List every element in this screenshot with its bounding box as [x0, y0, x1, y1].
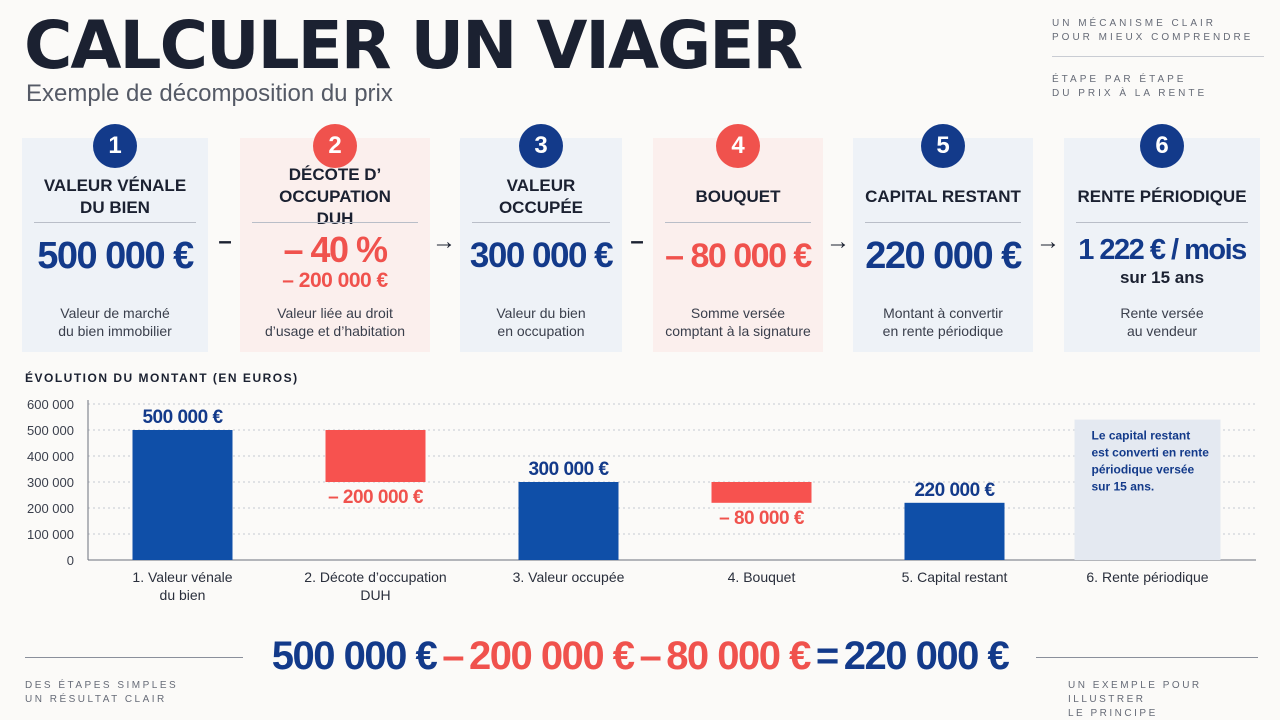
step-title: VALEUR VÉNALE DU BIEN — [43, 176, 187, 217]
step-divider — [865, 222, 1021, 223]
equation-equals: = — [815, 634, 839, 678]
x-tick-label: 6. Rente périodique — [1086, 569, 1208, 585]
equation-term-2: 200 000 € — [468, 634, 635, 678]
step-description: Rente versée au vendeur — [1120, 305, 1204, 339]
step-value: – 80 000 € — [665, 237, 812, 275]
equation-operator-1: – — [442, 634, 464, 678]
y-tick-label: 400 000 — [27, 449, 74, 464]
step-subvalue: – 200 000 € — [282, 269, 388, 292]
top-right-divider — [1052, 56, 1264, 57]
top-right-note-1: UN MÉCANISME CLAIR POUR MIEUX COMPRENDRE — [1052, 18, 1254, 43]
step-number-badge: 2 — [313, 124, 357, 168]
note-box — [1074, 419, 1221, 560]
step-title: VALEUR OCCUPÉE — [498, 176, 584, 217]
step-card-6: 6 RENTE PÉRIODIQUE 1 222 € / mois sur 15… — [1064, 124, 1260, 352]
note-text: sur 15 ans. — [1092, 480, 1155, 494]
equation-operator-2: – — [639, 634, 661, 678]
y-tick-label: 300 000 — [27, 475, 74, 490]
arrow-right-icon: → — [432, 228, 456, 255]
step-value: – 40 % — [283, 229, 388, 270]
x-tick-label: du bien — [160, 587, 206, 603]
step-description: Montant à convertir en rente périodique — [882, 305, 1004, 339]
step-card-3: 3 VALEUR OCCUPÉE 300 000 € Valeur du bie… — [460, 124, 622, 352]
page-subtitle: Exemple de décomposition du prix — [26, 80, 393, 107]
bar — [325, 430, 426, 482]
bar — [132, 430, 233, 560]
data-label: 300 000 € — [528, 459, 609, 480]
minus-operator: – — [218, 228, 232, 255]
step-divider — [1076, 222, 1248, 223]
y-tick-label: 500 000 — [27, 423, 74, 438]
step-divider — [252, 222, 418, 223]
waterfall-chart: 0 100 000 200 000 300 000 400 000 500 000 600 … — [27, 397, 1256, 603]
bar — [904, 502, 1005, 560]
step-number-badge: 5 — [921, 124, 965, 168]
step-description: Valeur de marché du bien immobilier — [58, 305, 172, 339]
data-label: – 200 000 € — [328, 487, 424, 508]
step-value: 500 000 € — [37, 235, 194, 277]
step-number-badge: 3 — [519, 124, 563, 168]
step-description: Somme versée comptant à la signature — [665, 305, 811, 339]
bottom-right-divider — [1036, 657, 1258, 658]
step-value: 1 222 € / mois — [1078, 234, 1247, 266]
top-right-note-2: ÉTAPE PAR ÉTAPE DU PRIX À LA RENTE — [1052, 74, 1208, 99]
step-title: BOUQUET — [695, 187, 781, 206]
step-card-5: 5 CAPITAL RESTANT 220 000 € Montant à co… — [853, 124, 1033, 352]
step-title: CAPITAL RESTANT — [865, 187, 1021, 206]
x-tick-label: DUH — [360, 587, 390, 603]
x-tick-label: 2. Décote d’occupation — [304, 569, 446, 585]
note-text: périodique versée — [1092, 463, 1195, 477]
equation-term-1: 500 000 € — [271, 634, 438, 678]
x-tick-label: 3. Valeur occupée — [513, 569, 625, 585]
bottom-right-note: UN EXEMPLE POUR ILLUSTRER LE PRINCIPE — [1068, 680, 1202, 719]
bottom-left-note: DES ÉTAPES SIMPLES UN RÉSULTAT CLAIR — [25, 680, 179, 705]
data-label: 220 000 € — [914, 480, 995, 501]
step-subvalue: sur 15 ans — [1119, 268, 1205, 287]
arrow-right-icon: → — [1036, 228, 1060, 255]
step-divider — [665, 222, 811, 223]
step-description: Valeur liée au droit d’usage et d’habita… — [264, 305, 406, 339]
data-label: 500 000 € — [142, 407, 223, 428]
step-card-2: 2 DÉCOTE D’ OCCUPATION DUH – 40 % – 200 … — [240, 124, 430, 352]
arrow-right-icon: → — [826, 228, 850, 255]
step-title: RENTE PÉRIODIQUE — [1077, 187, 1247, 206]
bottom-left-divider — [25, 657, 243, 658]
equation: 500 000 € –200 000 € –80 000 € = 220 000 € — [0, 630, 1280, 682]
page-title: CALCULER UN VIAGER — [24, 7, 803, 84]
step-number-badge: 6 — [1140, 124, 1184, 168]
step-number-badge: 1 — [93, 124, 137, 168]
equation-result: 220 000 € — [843, 634, 1010, 678]
y-tick-label: 100 000 — [27, 527, 74, 542]
bar — [711, 482, 812, 503]
step-description: Valeur du bien en occupation — [496, 305, 586, 339]
note-text: est converti en rente — [1092, 446, 1210, 460]
y-tick-label: 600 000 — [27, 397, 74, 412]
y-tick-label: 0 — [67, 553, 74, 568]
data-label: – 80 000 € — [719, 508, 805, 529]
y-tick-label: 200 000 — [27, 501, 74, 516]
step-divider — [472, 222, 610, 223]
step-number-badge: 4 — [716, 124, 760, 168]
equation-term-3: 80 000 € — [666, 634, 811, 678]
x-tick-label: 5. Capital restant — [902, 569, 1008, 585]
x-tick-label: 4. Bouquet — [728, 569, 796, 585]
note-text: Le capital restant — [1092, 429, 1191, 443]
step-divider — [34, 222, 196, 223]
minus-operator: – — [630, 228, 644, 255]
chart-title: ÉVOLUTION DU MONTANT (EN EUROS) — [25, 371, 299, 385]
step-value: 220 000 € — [865, 235, 1022, 277]
bar — [518, 482, 619, 560]
step-card-4: 4 BOUQUET – 80 000 € Somme versée compta… — [653, 124, 823, 352]
x-tick-label: 1. Valeur vénale — [132, 569, 232, 585]
step-value: 300 000 € — [469, 236, 614, 275]
step-card-1: 1 VALEUR VÉNALE DU BIEN 500 000 € Valeur… — [22, 124, 208, 352]
